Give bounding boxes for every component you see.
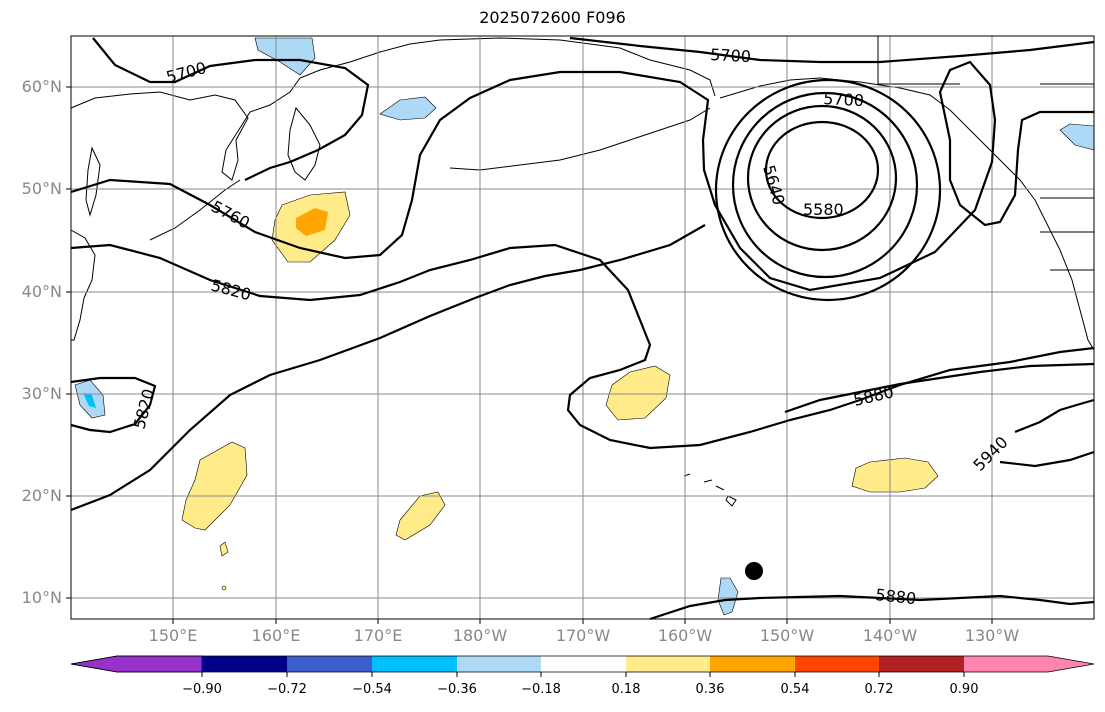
- contour-low-ring-3: [731, 91, 919, 279]
- contour-low-ring-2: [746, 104, 898, 252]
- shade-yellow-marianas: [181, 441, 248, 531]
- shade-yellow-east: [851, 457, 939, 493]
- storm-position-marker: [745, 562, 763, 580]
- colorbar-tick-label: −0.36: [437, 682, 477, 697]
- colorbar-tick-label: 0.18: [611, 682, 641, 697]
- contour-5880-south: [649, 594, 1095, 621]
- shade-cyan-japan: [83, 393, 96, 408]
- lon-label: 130°W: [964, 626, 1020, 645]
- gridlines: [71, 36, 1094, 619]
- colorbar-segment: [372, 656, 457, 672]
- colorbar-segment: [879, 656, 964, 672]
- lon-label: 170°E: [353, 626, 403, 645]
- coast-hawaii: [683, 473, 737, 507]
- coast-kamchatka: [287, 106, 321, 181]
- height-contours: [70, 36, 1095, 621]
- colorbar-segment: [795, 656, 879, 672]
- contour-5700-west: [92, 37, 370, 181]
- coast-sakhalin: [85, 146, 101, 217]
- coastlines: [70, 36, 1095, 507]
- shade-yellow-marshall: [395, 491, 446, 541]
- lat-label: 20°N: [21, 486, 62, 505]
- contour-low-ring-4: [714, 78, 942, 302]
- coast-borders: [877, 36, 1094, 271]
- colorbar: [70, 655, 1095, 673]
- coast-aleutians: [449, 107, 711, 171]
- colorbar-segment: [70, 655, 203, 673]
- colorbar-tick-label: 0.72: [864, 682, 894, 697]
- contour-low-ring-1: [764, 120, 880, 220]
- coast-asia-northeast: [70, 37, 716, 181]
- contour-label: 5700: [823, 89, 865, 110]
- colorbar-segment: [202, 656, 287, 672]
- colorbar-segment: [626, 656, 710, 672]
- contour-5820-south: [70, 224, 706, 512]
- shade-yellow-dot-marianas: [219, 541, 229, 557]
- colorbar-tick-label: −0.72: [267, 682, 307, 697]
- shade-yellow-tiny: [221, 585, 227, 591]
- colorbar-tick-label: −0.90: [182, 682, 222, 697]
- lat-label: 60°N: [21, 77, 62, 96]
- lon-label: 170°W: [555, 626, 611, 645]
- contour-label: 5700: [710, 45, 752, 66]
- colorbar-tick-label: 0.54: [780, 682, 810, 697]
- lon-label: 140°W: [862, 626, 918, 645]
- shade-blue-kamchatka: [254, 37, 316, 76]
- lon-label: 150°E: [148, 626, 198, 645]
- shaded-regions: [74, 37, 1095, 616]
- colorbar-segment: [964, 656, 1094, 672]
- lat-label: 50°N: [21, 179, 62, 198]
- colorbar-segment: [710, 656, 795, 672]
- colorbar-segment: [287, 656, 372, 672]
- lon-label: 180°W: [452, 626, 508, 645]
- shade-yellow-midpacific: [605, 365, 671, 421]
- lat-label: 30°N: [21, 384, 62, 403]
- colorbar-outline: [70, 655, 1095, 673]
- shade-blue-tropics: [717, 577, 739, 616]
- axis-ticks: [66, 86, 993, 624]
- contour-5940: [999, 398, 1095, 468]
- shade-orange-kuril: [296, 208, 328, 236]
- coast-kuril: [149, 179, 241, 241]
- contour-5820-japan: [70, 376, 157, 434]
- contour-5700-north: [569, 36, 1095, 64]
- coast-japan: [70, 229, 96, 341]
- shade-blue-okhotsk: [379, 96, 437, 121]
- contour-label: 5880: [875, 585, 917, 608]
- contour-5820-north: [70, 243, 1095, 450]
- colorbar-tick-label: 0.36: [695, 682, 725, 697]
- contour-label: 5580: [803, 200, 844, 219]
- colorbar-ticks: [201, 672, 965, 677]
- colorbar-segment: [457, 656, 541, 672]
- map-title: 2025072600 F096: [479, 8, 626, 27]
- lat-label: 10°N: [21, 588, 62, 607]
- lon-label: 160°W: [657, 626, 713, 645]
- colorbar-segment: [541, 656, 626, 672]
- coast-alaska: [719, 77, 1095, 351]
- colorbar-tick-label: −0.18: [521, 682, 561, 697]
- contour-5880-east: [784, 362, 1095, 414]
- colorbar-tick-label: 0.90: [949, 682, 979, 697]
- lon-label: 160°E: [251, 626, 301, 645]
- lon-label: 150°W: [759, 626, 815, 645]
- colorbar-tick-label: −0.54: [352, 682, 392, 697]
- contour-5760: [70, 60, 1094, 292]
- lat-label: 40°N: [21, 282, 62, 301]
